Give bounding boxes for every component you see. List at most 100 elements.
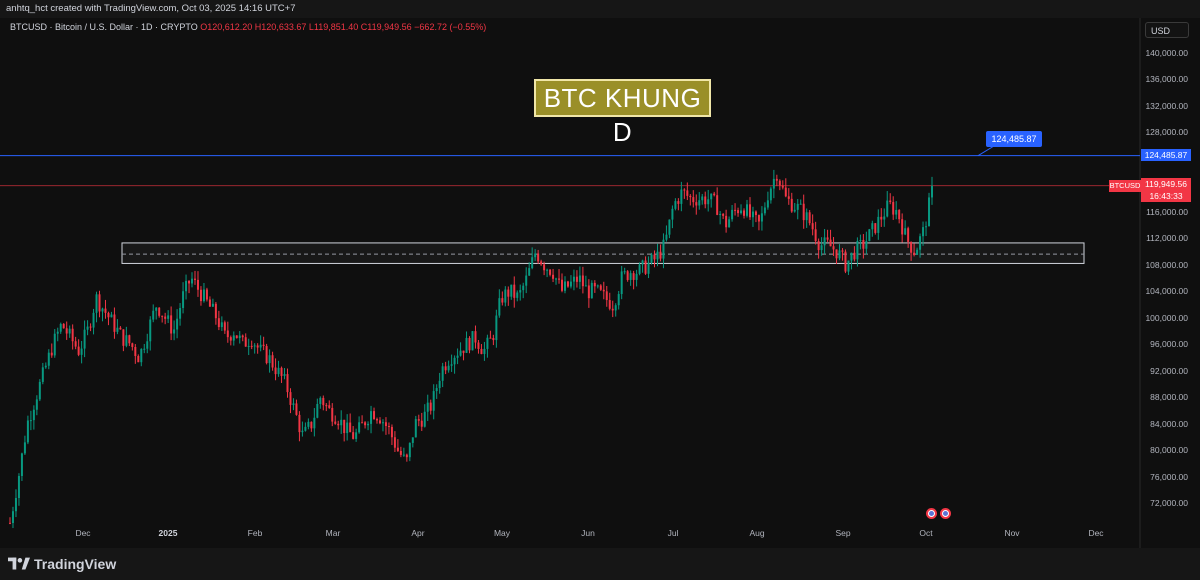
candle-body bbox=[546, 269, 549, 271]
candle-body bbox=[411, 437, 414, 443]
event-flag-icon[interactable] bbox=[940, 508, 951, 519]
event-flag-icon[interactable] bbox=[926, 508, 937, 519]
candle-body bbox=[468, 337, 471, 351]
candle-body bbox=[668, 219, 671, 235]
candle-body bbox=[847, 260, 850, 272]
price-chart[interactable] bbox=[0, 0, 1200, 548]
candle-body bbox=[862, 239, 865, 249]
candle-body bbox=[555, 278, 558, 280]
candle-body bbox=[349, 422, 352, 433]
candle-body bbox=[817, 241, 820, 251]
candle-body bbox=[376, 419, 379, 421]
candle-body bbox=[41, 367, 44, 382]
candle-body bbox=[193, 278, 196, 280]
candle-body bbox=[826, 237, 829, 240]
candle-body bbox=[32, 409, 35, 421]
candle-body bbox=[301, 430, 304, 433]
candle-body bbox=[772, 178, 775, 189]
currency-button[interactable]: USD bbox=[1145, 22, 1189, 38]
candle-body bbox=[289, 392, 292, 405]
candle-body bbox=[238, 335, 241, 339]
candle-body bbox=[331, 407, 334, 422]
candle-body bbox=[74, 341, 77, 347]
candle-body bbox=[393, 437, 396, 448]
candle-body bbox=[919, 236, 922, 250]
candle-body bbox=[214, 303, 217, 319]
candle-body bbox=[319, 397, 322, 404]
candle-body bbox=[447, 365, 450, 371]
candle-body bbox=[922, 227, 925, 237]
candle-body bbox=[352, 432, 355, 439]
candle-body bbox=[65, 328, 68, 334]
candle-body bbox=[167, 315, 170, 319]
candle-body bbox=[328, 405, 331, 408]
candle-body bbox=[429, 402, 432, 411]
chart-attribution: anhtq_hct created with TradingView.com, … bbox=[0, 0, 1200, 18]
price-axis-label: 108,000.00 bbox=[1145, 259, 1188, 270]
candle-body bbox=[271, 355, 274, 368]
candle-body bbox=[781, 185, 784, 188]
legend-low: L119,851.40 bbox=[308, 22, 359, 32]
candle-body bbox=[802, 203, 805, 221]
candle-body bbox=[116, 327, 119, 332]
candle-body bbox=[20, 453, 23, 477]
legend-symbol: BTCUSD · Bitcoin / U.S. Dollar · 1D · CR… bbox=[10, 22, 198, 32]
candle-body bbox=[653, 254, 656, 260]
annotation-title-box[interactable]: BTC KHUNG D bbox=[534, 79, 711, 147]
candle-body bbox=[644, 260, 647, 274]
candle-body bbox=[489, 337, 492, 339]
time-axis-label: 2025 bbox=[158, 528, 178, 538]
candle-body bbox=[456, 355, 459, 358]
candle-body bbox=[307, 421, 310, 427]
time-axis-label: Jul bbox=[667, 528, 679, 538]
candle-body bbox=[796, 203, 799, 210]
candle-body bbox=[662, 239, 665, 259]
candle-body bbox=[540, 261, 543, 265]
candle-body bbox=[856, 241, 859, 260]
time-axis-label: Nov bbox=[1004, 528, 1020, 538]
candle-body bbox=[408, 442, 411, 458]
candle-body bbox=[77, 346, 80, 355]
candle-body bbox=[373, 411, 376, 420]
candle-body bbox=[695, 202, 698, 206]
candle-body bbox=[751, 211, 754, 218]
candle-body bbox=[892, 202, 895, 215]
candle-body bbox=[808, 212, 811, 224]
candle-body bbox=[420, 420, 423, 427]
candle-body bbox=[650, 254, 653, 263]
candle-body bbox=[483, 348, 486, 354]
candle-body bbox=[823, 237, 826, 246]
candle-body bbox=[235, 335, 238, 339]
candle-body bbox=[125, 335, 128, 346]
candle-body bbox=[716, 195, 719, 215]
alert-line-label[interactable]: 124,485.87 bbox=[986, 131, 1042, 147]
price-axis-label: 92,000.00 bbox=[1150, 365, 1188, 376]
candle-body bbox=[185, 280, 188, 292]
tradingview-logo[interactable]: TradingView bbox=[8, 555, 116, 573]
candle-body bbox=[83, 329, 86, 349]
price-axis-label: 96,000.00 bbox=[1150, 339, 1188, 350]
candle-body bbox=[370, 411, 373, 424]
candle-body bbox=[587, 285, 590, 299]
candle-body bbox=[292, 403, 295, 405]
candle-body bbox=[528, 268, 531, 276]
time-axis-label: Apr bbox=[411, 528, 425, 538]
candle-body bbox=[247, 345, 250, 347]
candle-body bbox=[98, 294, 101, 312]
candle-body bbox=[832, 246, 835, 250]
candle-body bbox=[259, 344, 262, 348]
candle-body bbox=[140, 349, 143, 363]
candle-body bbox=[143, 348, 146, 350]
candle-body bbox=[913, 252, 916, 255]
candle-body bbox=[310, 421, 313, 429]
candle-body bbox=[898, 209, 901, 220]
candle-body bbox=[680, 189, 683, 204]
candle-body bbox=[561, 279, 564, 291]
candle-body bbox=[928, 197, 931, 227]
candle-body bbox=[629, 273, 632, 280]
candle-body bbox=[665, 234, 668, 240]
candle-body bbox=[170, 315, 173, 334]
candle-body bbox=[710, 193, 713, 200]
candle-body bbox=[632, 273, 635, 280]
candle-body bbox=[149, 319, 152, 342]
